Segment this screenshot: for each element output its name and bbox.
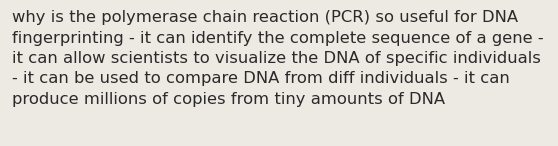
Text: why is the polymerase chain reaction (PCR) so useful for DNA
fingerprinting - it: why is the polymerase chain reaction (PC… (12, 10, 544, 107)
